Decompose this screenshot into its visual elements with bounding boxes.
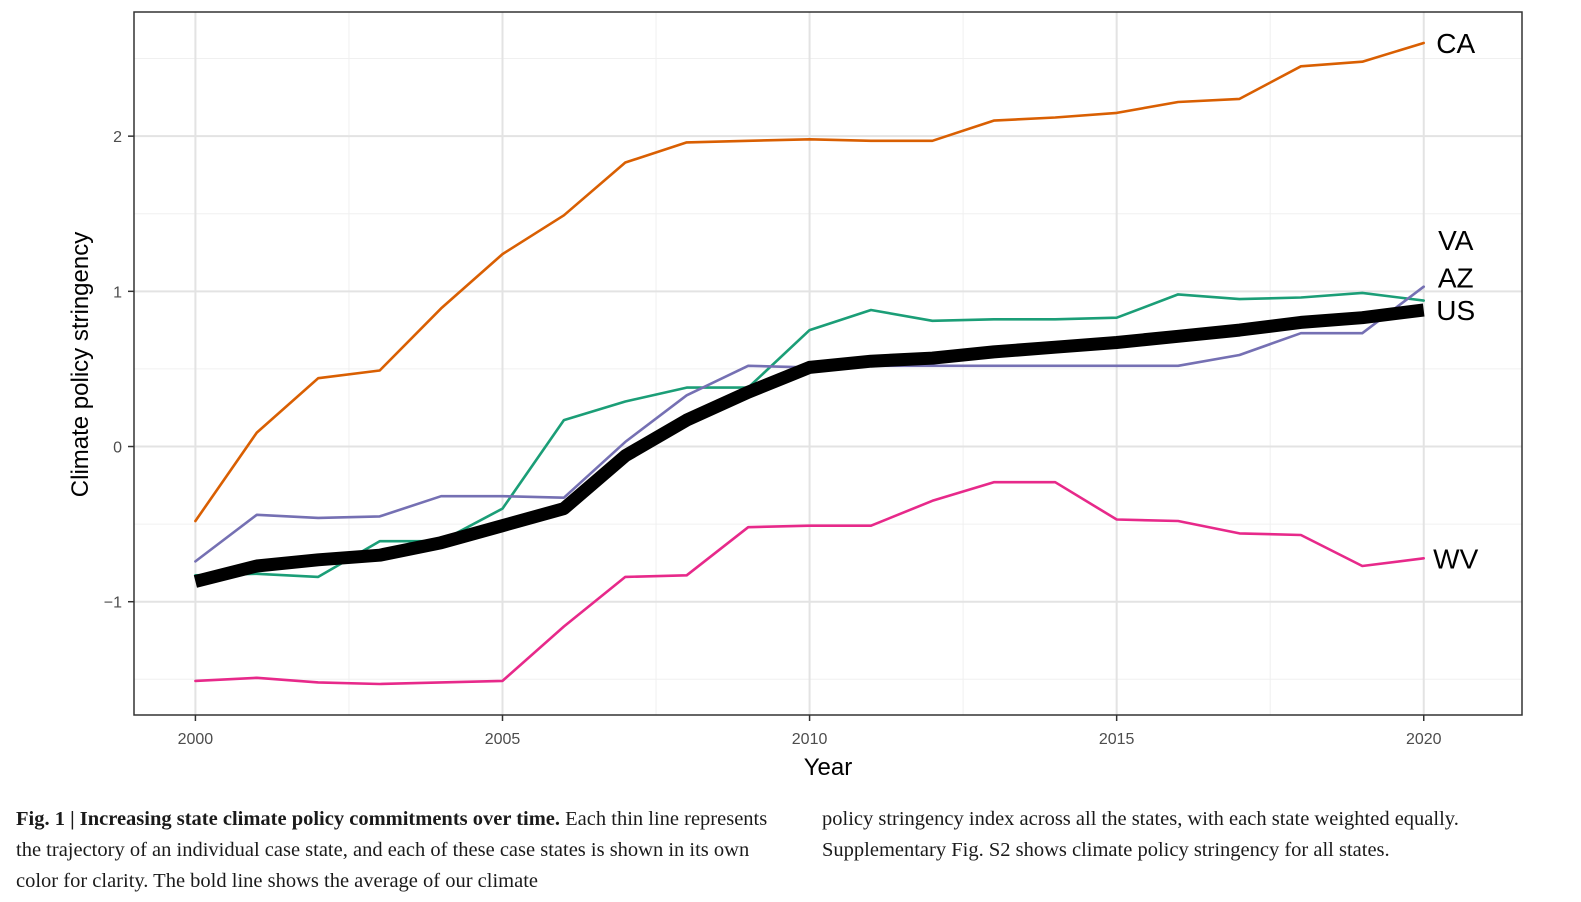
y-tick-label: −1 xyxy=(104,595,122,612)
figure-label: Fig. 1 | Increasing state climate policy… xyxy=(16,808,561,830)
x-tick-label: 2015 xyxy=(1099,731,1135,748)
series-label-wv: WV xyxy=(1433,543,1478,574)
series-label-va: VA xyxy=(1438,225,1474,256)
y-axis-title: Climate policy stringency xyxy=(67,232,94,497)
y-tick-label: 0 xyxy=(113,440,122,457)
caption-text-left: Each thin line represents the trajectory… xyxy=(16,808,768,892)
x-tick-label: 2000 xyxy=(178,731,214,748)
plot-panel-border xyxy=(133,11,1523,716)
y-tick-label: 2 xyxy=(113,129,122,146)
caption-text-right: policy stringency index across all the s… xyxy=(822,808,1459,861)
series-line-wv xyxy=(194,480,1425,686)
series-line-ca xyxy=(194,41,1425,523)
x-tick-label: 2005 xyxy=(485,731,521,748)
axis-ticks: 2000 2005 2010 2015 2020 −1 0 1 2 xyxy=(104,129,1442,748)
series-lines xyxy=(193,41,1425,686)
series-label-az: AZ xyxy=(1438,262,1474,293)
x-tick-label: 2010 xyxy=(792,731,828,748)
y-tick-label: 1 xyxy=(113,284,122,301)
major-gridlines xyxy=(134,12,1522,715)
series-line-az xyxy=(194,291,1425,579)
series-label-ca: CA xyxy=(1436,28,1475,59)
x-tick-label: 2020 xyxy=(1406,731,1442,748)
figure-caption-right: policy stringency index across all the s… xyxy=(822,804,1562,866)
figure-caption-left: Fig. 1 | Increasing state climate policy… xyxy=(16,804,791,897)
series-label-us: US xyxy=(1436,295,1475,326)
series-line-us xyxy=(193,303,1425,588)
x-axis-title: Year xyxy=(804,754,853,781)
